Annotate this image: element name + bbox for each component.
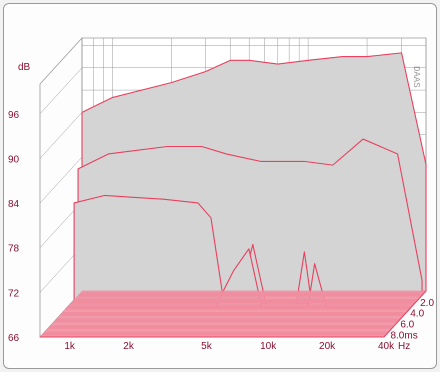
y-tick-label: 84: [8, 199, 20, 210]
axis-labels: DAAS dB 96 90 84 78 72 66 1k 2k 5k 10k 20k 40k Hz 2.04.…: [8, 62, 434, 352]
z-tick-label: 4.0: [410, 309, 424, 320]
waterfall-chart: DAAS dB 96 90 84 78 72 66 1k 2k 5k 10k 20k 40k Hz 2.04.…: [8, 36, 434, 352]
y-tick-label: 72: [8, 288, 20, 299]
z-tick-label: 2.0: [420, 298, 434, 309]
y-unit-label: dB: [18, 62, 31, 73]
wall-grid-line: [39, 67, 83, 114]
z-tick-label: 8.0ms: [390, 330, 417, 341]
x-tick-label: 10k: [260, 341, 277, 352]
y-tick-label: 66: [8, 333, 20, 344]
floor-right-edge: [383, 290, 427, 338]
y-tick-label: 96: [8, 110, 20, 121]
x-tick-label: 2k: [123, 341, 135, 352]
chart-frame: DAAS dB 96 90 84 78 72 66 1k 2k 5k 10k 20k 40k Hz 2.0 4.…: [3, 3, 437, 369]
x-tick-label: 1k: [64, 341, 76, 352]
x-tick-label: 20k: [319, 341, 336, 352]
z-tick-label: 6.0: [400, 319, 414, 330]
wall-grid-line: [39, 156, 83, 204]
brand-label: DAAS: [411, 66, 421, 88]
y-tick-label: 90: [8, 154, 20, 165]
floor-lines: [40, 290, 427, 338]
wall-grid-line: [39, 112, 83, 159]
y-tick-label: 78: [8, 244, 20, 255]
x-tick-label: 5k: [201, 341, 213, 352]
x-tick-label: 40k: [378, 341, 395, 352]
x-unit-label: Hz: [398, 341, 410, 352]
